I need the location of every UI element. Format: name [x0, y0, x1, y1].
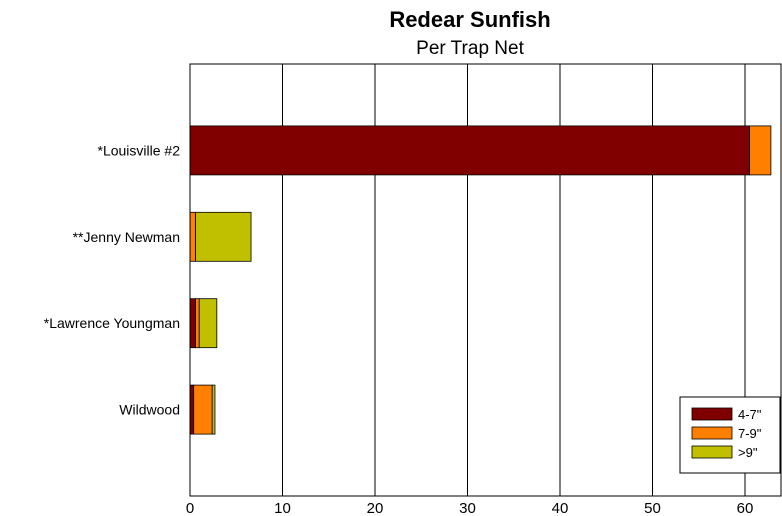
x-tick-labels: 0 10 20 30 40 50 60: [186, 500, 754, 516]
x-tick-label: 50: [644, 500, 661, 516]
bars: [189, 125, 772, 435]
legend: 4-7" 7-9" >9": [679, 396, 781, 474]
legend-label: 4-7": [738, 407, 762, 422]
bar-segment: [189, 384, 195, 435]
x-tick-label: 30: [459, 500, 476, 516]
x-tick-label: 20: [367, 500, 384, 516]
bar-segment: [211, 384, 216, 435]
bar-segment: [749, 125, 772, 176]
category-label: **Jenny Newman: [73, 229, 180, 245]
bar-segment: [193, 384, 213, 435]
chart-title: Redear Sunfish: [389, 7, 550, 32]
category-label: *Lawrence Youngman: [44, 315, 180, 331]
x-tick-label: 60: [737, 500, 754, 516]
legend-swatch: [691, 407, 733, 421]
category-labels: *Louisville #2 **Jenny Newman *Lawrence Yo…: [44, 142, 180, 417]
legend-swatch: [691, 426, 733, 440]
legend-label: >9": [738, 445, 758, 460]
bar-segment: [189, 125, 751, 176]
category-label: *Louisville #2: [98, 142, 181, 158]
plot-area: [189, 63, 782, 497]
bar-segment: [189, 298, 196, 349]
bar-segment: [195, 298, 200, 349]
bar-segment: [195, 211, 252, 262]
bar-segment: [198, 298, 218, 349]
category-label: Wildwood: [119, 402, 180, 418]
x-tick-label: 40: [552, 500, 569, 516]
legend-label: 7-9": [738, 426, 762, 441]
x-tick-label: 10: [274, 500, 291, 516]
chart-subtitle: Per Trap Net: [416, 38, 524, 59]
x-tick-label: 0: [186, 500, 194, 516]
bar-segment: [189, 211, 196, 262]
legend-swatch: [691, 445, 733, 459]
